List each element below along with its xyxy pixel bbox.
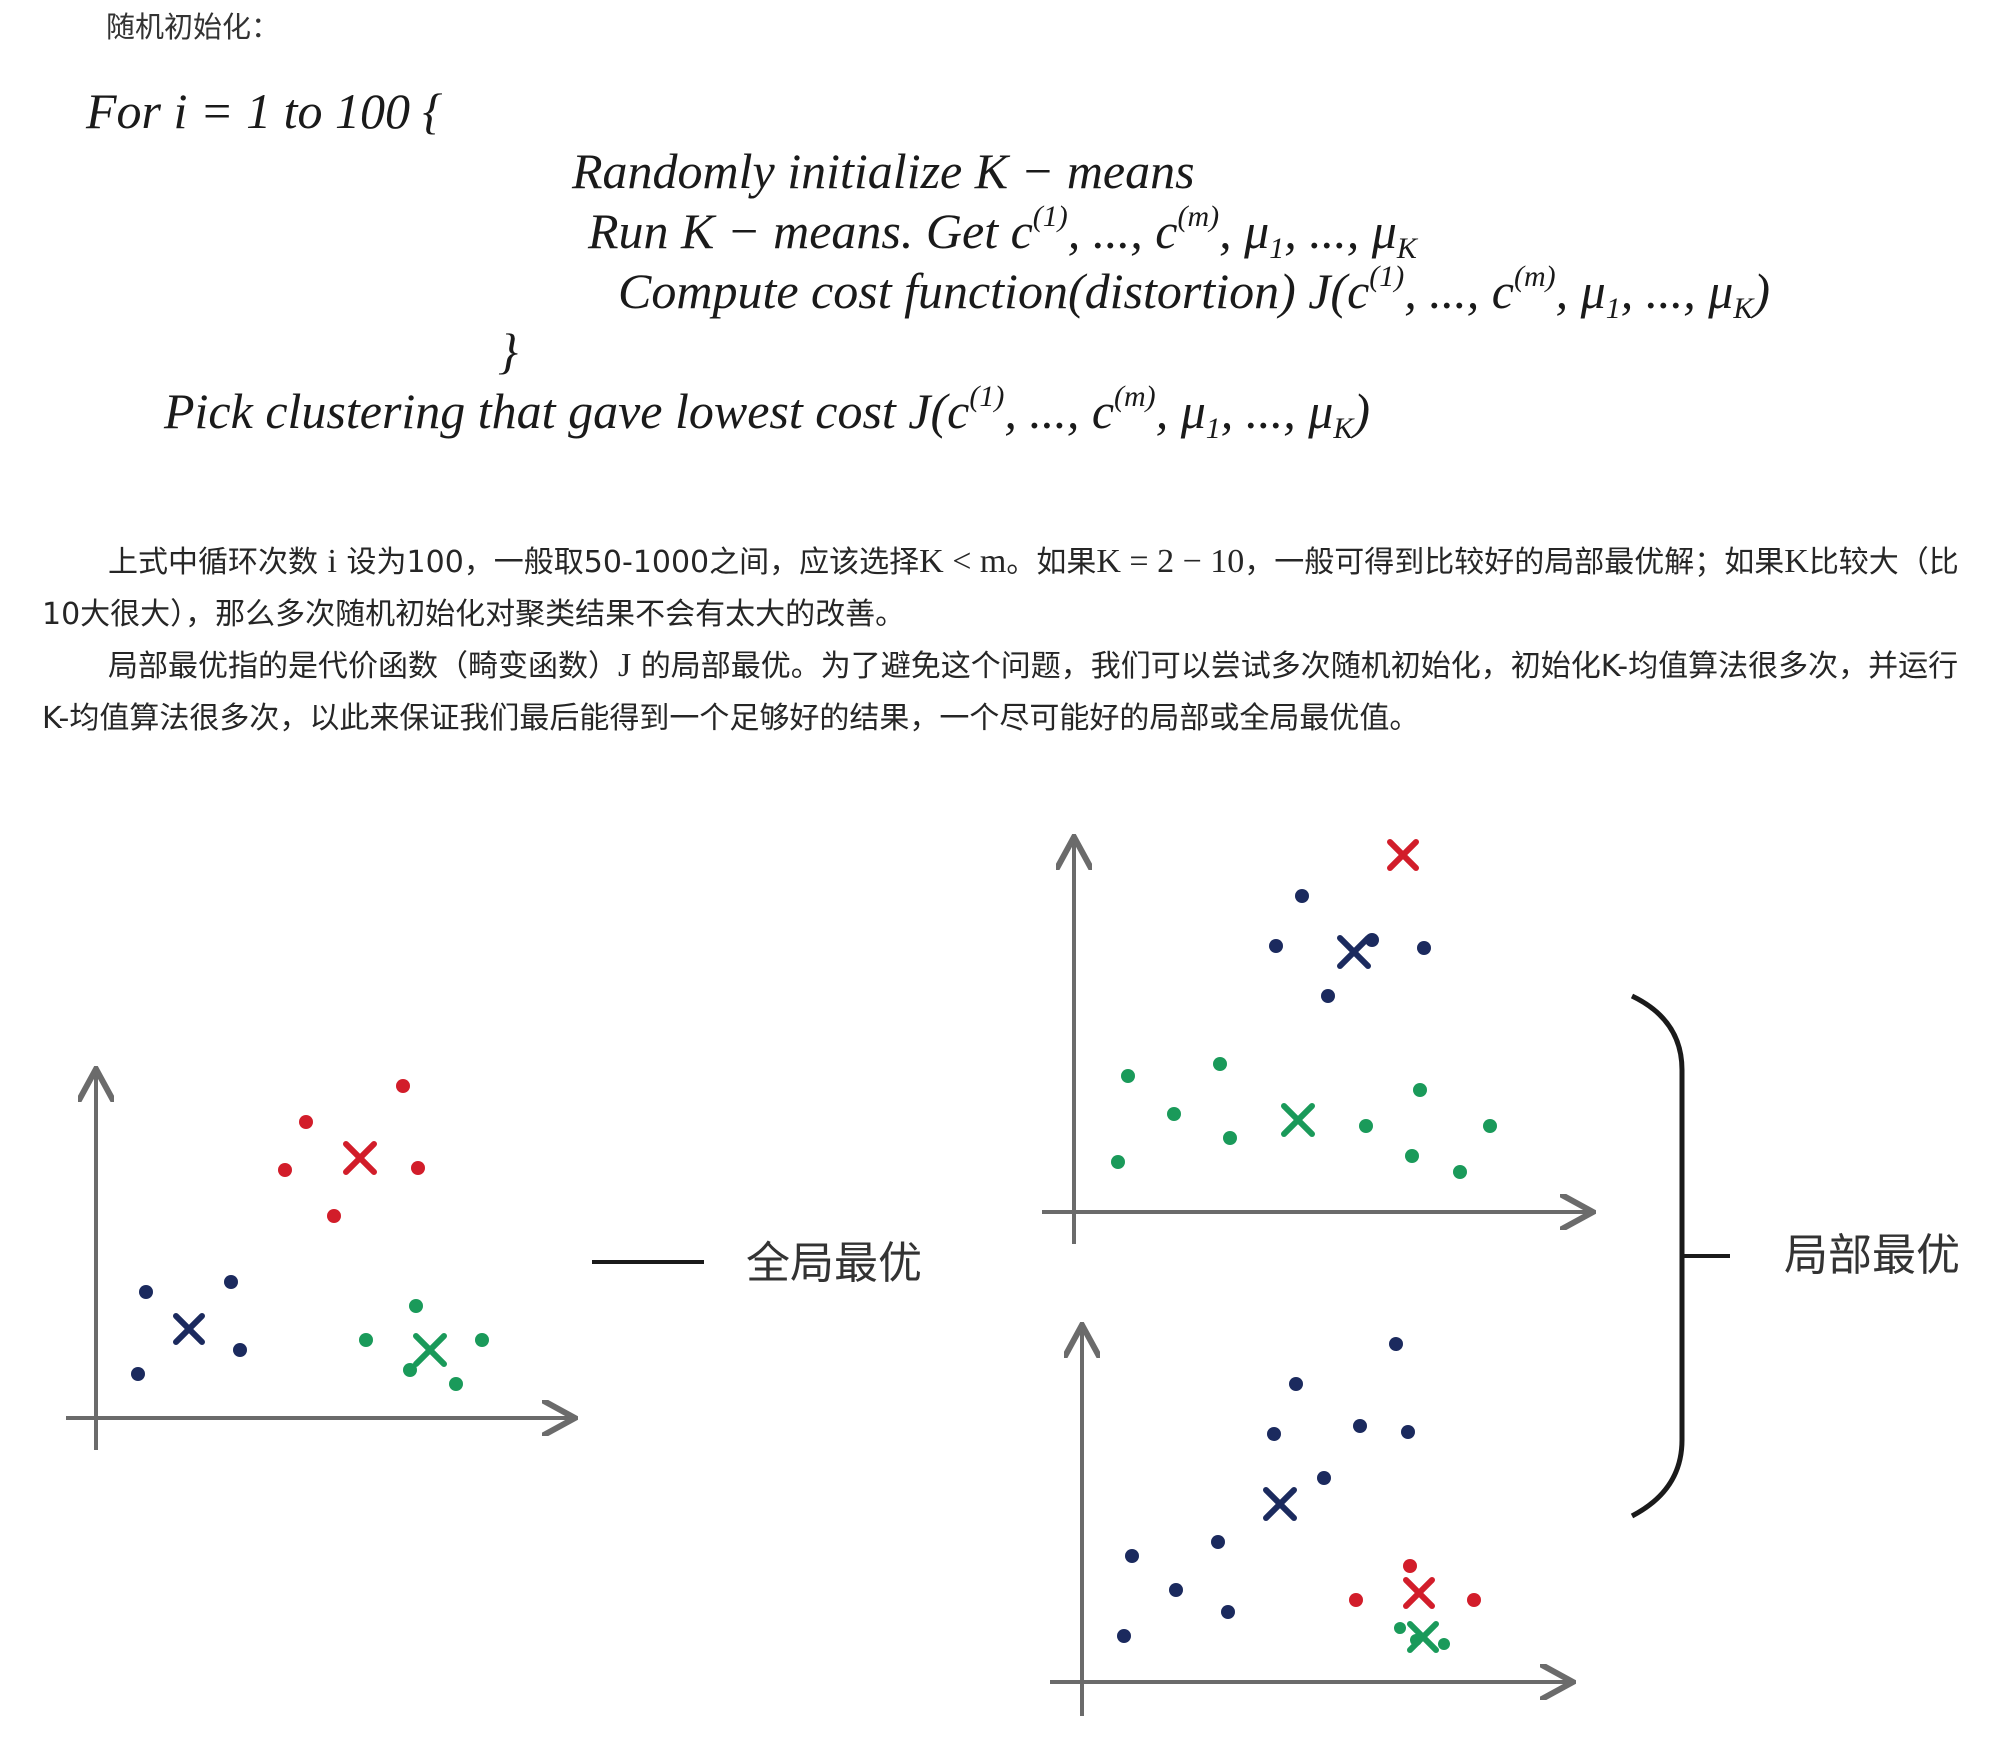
algo-line-init: Randomly initialize K − means — [572, 143, 1195, 199]
local-optimum-label: 局部最优 — [1784, 1230, 1960, 1281]
paragraph-local-optimum: 局部最优指的是代价函数（畸变函数）J 的局部最优。为了避免这个问题，我们可以尝试… — [42, 640, 1982, 745]
p1-text-c: 。如果 — [1006, 545, 1097, 580]
p2-math-j: J — [618, 647, 632, 684]
algo-line-pick-text: Pick clustering that gave lowest cost J( — [164, 383, 948, 439]
data-point — [1401, 1425, 1415, 1439]
p2-text-a: 局部最优指的是代价函数（畸变函数） — [108, 649, 618, 684]
p1-text-b: 设为100，一般取50-1000之间，应该选择 — [337, 545, 920, 580]
algo-line-compute-text: Compute cost function(distortion) J( — [618, 263, 1348, 319]
data-point — [1438, 1638, 1450, 1650]
data-point — [327, 1209, 341, 1223]
navy-cluster — [131, 1275, 247, 1381]
data-point — [1403, 1559, 1417, 1573]
data-point — [1353, 1419, 1367, 1433]
navy-cluster — [1117, 1337, 1415, 1643]
data-point — [1221, 1605, 1235, 1619]
local-optimum-plot-top — [1042, 840, 1590, 1244]
data-point — [403, 1363, 417, 1377]
data-point — [1121, 1069, 1135, 1083]
paragraph-loop-count: 上式中循环次数 i 设为100，一般取50-1000之间，应该选择K < m。如… — [42, 536, 1982, 641]
data-point — [1453, 1165, 1467, 1179]
local-optimum-plot-bottom — [1050, 1328, 1570, 1716]
data-point — [396, 1079, 410, 1093]
data-point — [299, 1115, 313, 1129]
p2-text-b: 的局部最优。为了避免这个问题，我们可以尝试多次随机初始化，初始化K-均值算法很多… — [42, 649, 1959, 736]
data-point — [1405, 1149, 1419, 1163]
p1-math-k: K — [1784, 543, 1809, 580]
p1-math-k-lt-m: K < m — [919, 543, 1007, 580]
navy-centroid-marker — [1263, 1487, 1297, 1521]
algo-line-for: For i = 1 to 100 { — [86, 83, 443, 139]
data-point — [1413, 1083, 1427, 1097]
data-point — [278, 1163, 292, 1177]
p1-text-e: 比较大（比10大很大），那么多次随机初始化对聚类结果不会有太大的改善。 — [42, 545, 1959, 632]
data-point — [1167, 1107, 1181, 1121]
data-point — [1394, 1622, 1406, 1634]
data-point — [1111, 1155, 1125, 1169]
data-point — [1317, 1471, 1331, 1485]
algo-line-run: Run K − means. Get c(1), ..., c(m), μ1, … — [588, 200, 1417, 265]
green-centroid-marker — [413, 1333, 447, 1367]
navy-cluster — [1269, 889, 1431, 1003]
data-point — [131, 1367, 145, 1381]
green-cluster — [1111, 1057, 1497, 1179]
green-centroid-marker — [1407, 1621, 1439, 1653]
p1-text-d: ，一般可得到比较好的局部最优解；如果 — [1244, 545, 1785, 580]
data-point — [139, 1285, 153, 1299]
data-point — [1223, 1131, 1237, 1145]
data-point — [1359, 1119, 1373, 1133]
data-point — [1295, 889, 1309, 903]
p1-text-a: 上式中循环次数 — [108, 545, 328, 580]
data-point — [1321, 989, 1335, 1003]
data-point — [1349, 1593, 1363, 1607]
global-optimum-label: 全局最优 — [746, 1238, 922, 1289]
green-centroid-marker — [1281, 1103, 1315, 1137]
data-point — [1267, 1427, 1281, 1441]
section-heading: 随机初始化： — [106, 10, 281, 44]
data-point — [1289, 1377, 1303, 1391]
data-point — [1467, 1593, 1481, 1607]
red-centroid-marker — [1403, 1577, 1435, 1609]
p1-math-i: i — [327, 543, 337, 580]
algo-close-brace: } — [498, 323, 518, 379]
data-point — [233, 1343, 247, 1357]
green-cluster — [359, 1299, 489, 1391]
data-point — [411, 1161, 425, 1175]
navy-centroid-marker — [1337, 935, 1371, 969]
red-centroid-marker — [1387, 839, 1419, 871]
global-optimum-plot — [66, 1072, 572, 1450]
data-point — [1169, 1583, 1183, 1597]
right-brace — [1630, 993, 1685, 1519]
algo-line-pick: Pick clustering that gave lowest cost J(… — [164, 380, 1371, 445]
red-cluster — [278, 1079, 425, 1223]
data-point — [1125, 1549, 1139, 1563]
data-point — [224, 1275, 238, 1289]
algo-line-compute: Compute cost function(distortion) J(c(1)… — [618, 260, 1771, 325]
data-point — [449, 1377, 463, 1391]
data-point — [1211, 1535, 1225, 1549]
red-cluster — [1349, 1559, 1481, 1607]
data-point — [359, 1333, 373, 1347]
data-point — [1269, 939, 1283, 953]
data-point — [1213, 1057, 1227, 1071]
red-centroid-marker — [343, 1141, 377, 1175]
data-point — [1389, 1337, 1403, 1351]
algo-line-run-text: Run K − means. Get — [588, 203, 1011, 259]
data-point — [1417, 941, 1431, 955]
data-point — [1117, 1629, 1131, 1643]
data-point — [1483, 1119, 1497, 1133]
data-point — [475, 1333, 489, 1347]
data-point — [409, 1299, 423, 1313]
p1-math-k-range: K = 2 − 10 — [1096, 543, 1245, 580]
navy-centroid-marker — [173, 1313, 205, 1345]
